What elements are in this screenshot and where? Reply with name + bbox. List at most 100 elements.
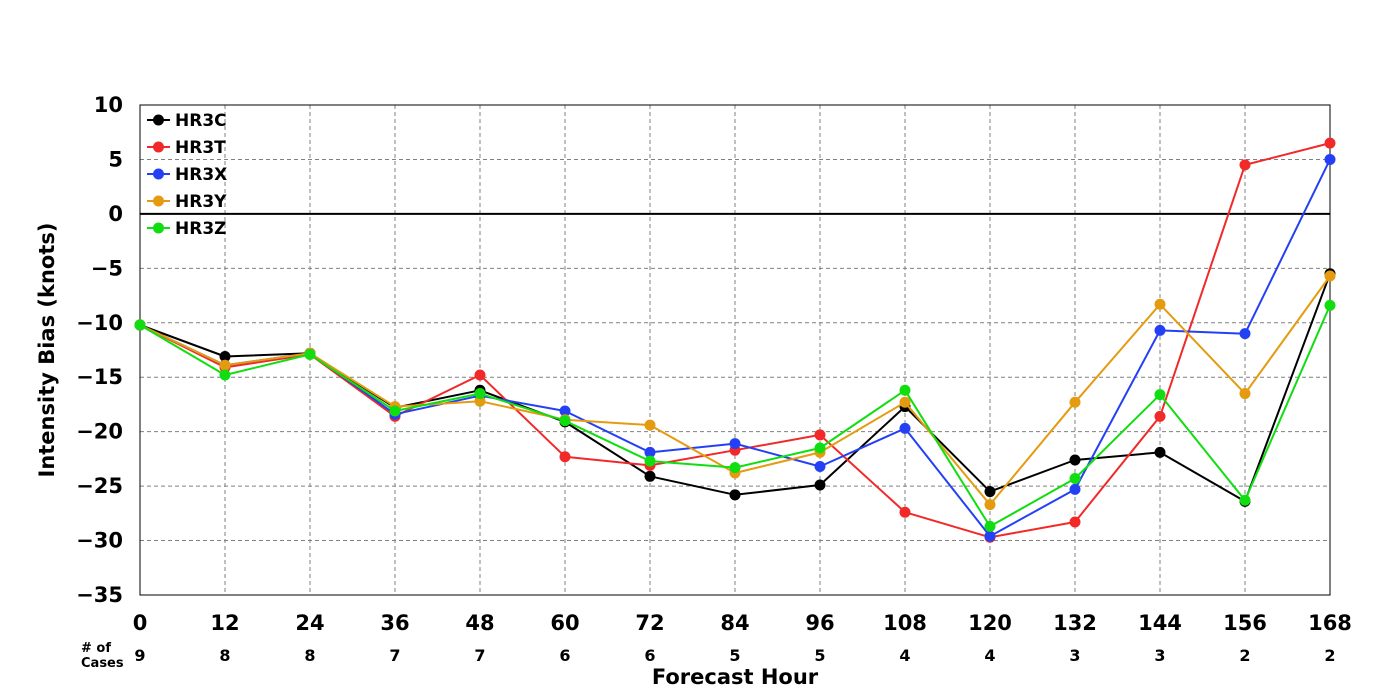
data-point-hr3t [1324,137,1336,149]
case-count-label: 6 [644,646,655,665]
legend-label-hr3y: HR3Y [175,192,227,212]
data-point-hr3y [1154,298,1166,310]
case-count-label: 9 [134,646,145,665]
y-tick-label: 0 [108,202,123,226]
data-point-hr3t [474,369,486,381]
data-point-hr3z [1069,472,1081,484]
cases-header-label: # of [81,641,111,656]
legend-marker-hr3z [153,222,164,234]
data-point-hr3z [644,455,656,467]
label-layer: Intensity Bias (knots) Forecast Hour [35,223,819,690]
x-tick-label: 132 [1053,611,1097,635]
x-tick-label: 120 [968,611,1012,635]
data-point-hr3z [474,388,486,400]
y-tick-label: −5 [91,256,123,280]
x-tick-label: 84 [720,611,749,635]
data-point-hr3y [1069,396,1081,408]
y-tick-label: −30 [76,529,123,553]
data-point-hr3c [729,489,741,501]
legend-marker-hr3t [153,141,164,153]
data-point-hr3c [814,479,826,491]
data-point-hr3x [1324,153,1336,165]
x-tick-label: 144 [1138,611,1182,635]
case-count-label: 5 [729,646,740,665]
data-point-hr3t [1069,516,1081,528]
data-point-hr3x [559,405,571,417]
x-tick-label: 156 [1223,611,1267,635]
x-tick-label: 108 [883,611,927,635]
x-tick-label: 60 [550,611,579,635]
y-tick-label: 10 [94,93,123,117]
x-tick-label: 72 [635,611,664,635]
case-count-label: 8 [304,646,315,665]
data-point-hr3z [1324,299,1336,311]
data-point-hr3c [984,486,996,498]
case-count-label: 5 [814,646,825,665]
legend-label-hr3c: HR3C [175,111,227,131]
data-point-hr3t [899,506,911,518]
case-count-label: 3 [1154,646,1165,665]
data-point-hr3y [219,359,231,371]
y-tick-label: −25 [76,474,123,498]
data-point-hr3x [729,438,741,450]
legend-label-hr3x: HR3X [175,165,227,185]
cases-header-label: Cases [81,656,124,671]
case-count-label: 3 [1069,646,1080,665]
data-point-hr3z [1154,389,1166,401]
legend-label-hr3z: HR3Z [175,219,226,239]
data-point-hr3t [559,451,571,463]
case-count-label: 7 [474,646,485,665]
data-point-hr3y [474,395,486,407]
x-tick-label: 36 [380,611,409,635]
data-point-hr3x [1069,483,1081,495]
data-point-hr3y [644,419,656,431]
data-point-hr3y [899,396,911,408]
data-point-hr3x [644,446,656,458]
y-tick-label: −15 [76,365,123,389]
data-point-hr3z [134,319,146,331]
data-point-hr3t [814,429,826,441]
data-point-hr3z [1239,494,1251,506]
x-tick-label: 0 [133,611,148,635]
data-point-hr3t [1154,410,1166,422]
case-count-label: 2 [1239,646,1250,665]
legend-marker-hr3c [153,114,164,126]
data-point-hr3z [729,462,741,474]
data-point-hr3y [984,499,996,511]
x-tick-label: 24 [295,611,324,635]
case-count-label: 4 [899,646,910,665]
data-point-hr3x [1154,324,1166,336]
case-count-label: 8 [219,646,230,665]
case-count-label: 4 [984,646,995,665]
x-tick-label: 12 [210,611,239,635]
data-point-hr3c [1069,454,1081,466]
data-point-hr3t [1239,159,1251,171]
grid-layer [140,105,1330,595]
data-point-hr3x [984,530,996,542]
data-point-hr3x [899,422,911,434]
y-tick-label: −35 [76,583,123,607]
y-tick-label: −10 [76,311,123,335]
y-tick-label: −20 [76,420,123,444]
legend-marker-hr3x [153,168,164,180]
x-tick-label: 168 [1308,611,1352,635]
case-count-label: 7 [389,646,400,665]
data-point-hr3z [389,405,401,417]
plot-frame [139,104,1331,596]
data-point-hr3z [899,384,911,396]
case-count-label: 6 [559,646,570,665]
data-point-hr3c [1154,446,1166,458]
x-tick-label: 48 [465,611,494,635]
legend: HR3C HR3T HR3X HR3Y HR3Z [147,111,227,239]
data-point-hr3z [219,369,231,381]
data-point-hr3y [1239,388,1251,400]
x-axis-label: Forecast Hour [652,665,819,689]
x-tick-label: 96 [805,611,834,635]
data-point-hr3c [644,470,656,482]
case-count-label: 2 [1324,646,1335,665]
data-point-hr3y [1324,270,1336,282]
legend-label-hr3t: HR3T [175,138,226,158]
y-axis-label: Intensity Bias (knots) [35,223,59,478]
